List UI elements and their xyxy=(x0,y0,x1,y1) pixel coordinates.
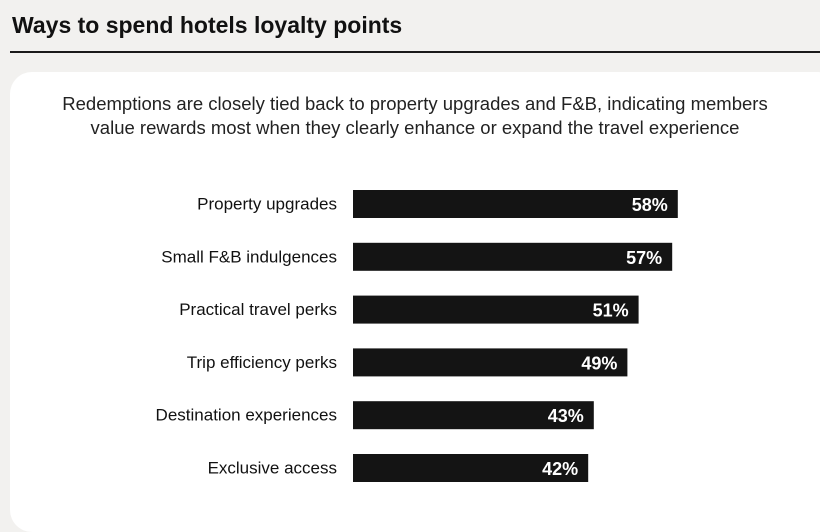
category-label: Exclusive access xyxy=(208,459,337,478)
category-label: Practical travel perks xyxy=(179,300,337,319)
bar xyxy=(353,295,639,324)
bar-value-label: 43% xyxy=(548,406,584,426)
bar xyxy=(353,190,678,218)
subtitle-line-2: value rewards most when they clearly enh… xyxy=(90,117,740,138)
bar xyxy=(353,401,594,430)
bar-chart: Property upgrades 58% Small F&B indulgence… xyxy=(156,190,678,482)
title-divider xyxy=(10,51,820,53)
page-title: Ways to spend hotels loyalty points xyxy=(12,12,403,38)
category-label: Small F&B indulgences xyxy=(161,247,337,266)
bar-value-label: 57% xyxy=(626,248,662,268)
bar xyxy=(353,454,589,482)
category-label: Trip efficiency perks xyxy=(187,353,337,372)
bar-value-label: 42% xyxy=(542,459,578,479)
subtitle-line-1: Redemptions are closely tied back to pro… xyxy=(62,93,768,114)
bar-value-label: 58% xyxy=(632,195,668,215)
bar xyxy=(353,348,628,377)
bar-value-label: 51% xyxy=(593,301,629,321)
chart-subtitle: Redemptions are closely tied back to pro… xyxy=(10,92,820,140)
bar xyxy=(353,242,673,271)
category-label: Property upgrades xyxy=(197,195,337,214)
bar-value-label: 49% xyxy=(581,353,617,373)
category-label: Destination experiences xyxy=(156,406,337,425)
